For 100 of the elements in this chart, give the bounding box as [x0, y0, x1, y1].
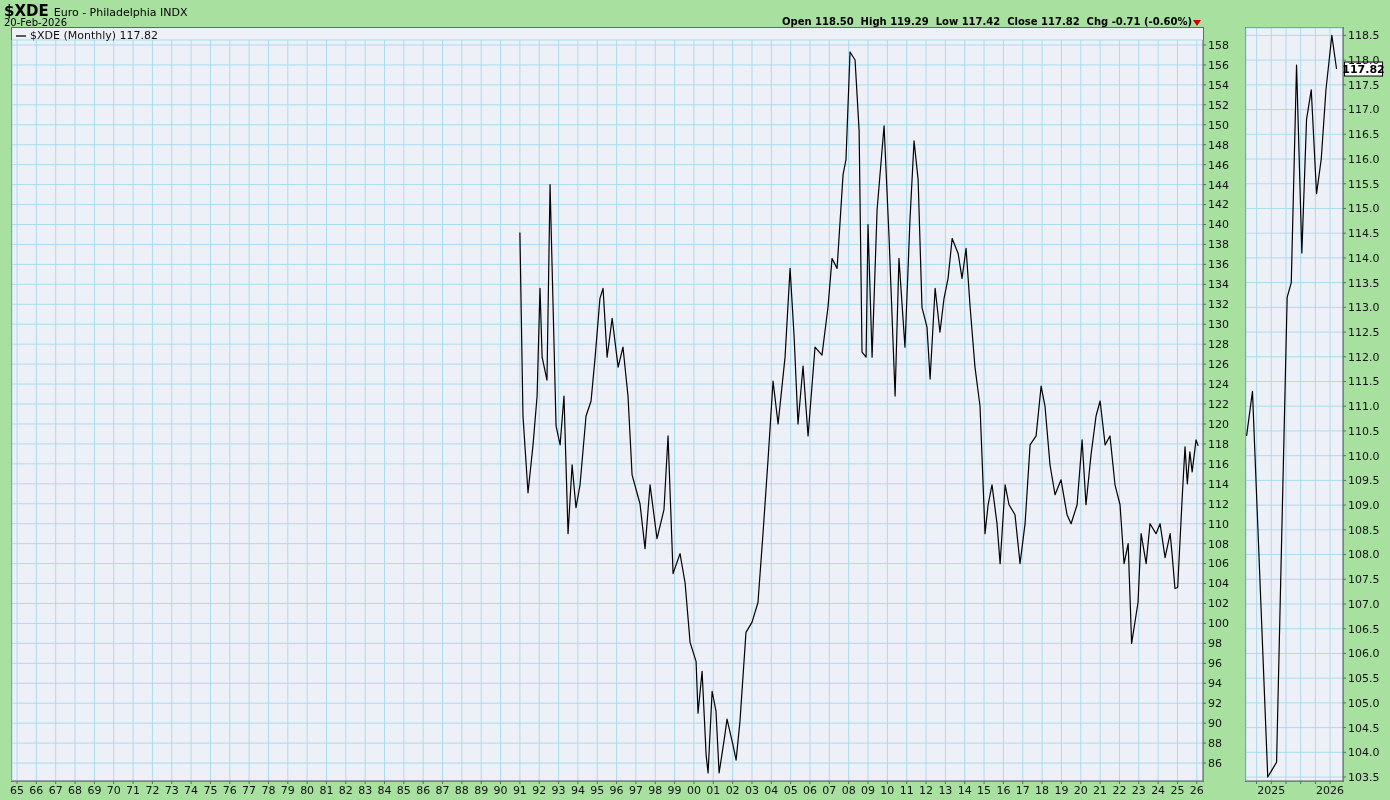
x-tick-label: 04	[764, 783, 779, 797]
x-tick-label: 06	[803, 783, 817, 797]
x-tick-label: 85	[396, 783, 411, 797]
x-tick-label: 18	[1035, 783, 1050, 797]
x-tick-label: 2025	[1257, 783, 1286, 797]
y-tick-label: 116.0	[1348, 152, 1380, 166]
x-tick-label: 87	[435, 783, 450, 797]
y-tick-label: 110	[1208, 517, 1229, 531]
y-tick-label: 92	[1208, 697, 1222, 711]
x-tick-label: 10	[880, 783, 895, 797]
y-tick-label: 102	[1208, 597, 1229, 611]
y-tick-label: 128	[1208, 338, 1229, 352]
x-tick-label: 66	[29, 783, 44, 797]
y-tick-label: 86	[1208, 756, 1222, 770]
y-tick-label: 114	[1208, 477, 1229, 491]
x-tick-label: 16	[996, 783, 1011, 797]
y-tick-label: 152	[1208, 98, 1229, 112]
x-tick-label: 94	[570, 783, 585, 797]
x-tick-label: 69	[87, 783, 102, 797]
y-tick-label: 103.5	[1348, 770, 1380, 784]
y-tick-label: 106.5	[1348, 622, 1380, 636]
x-tick-label: 02	[725, 783, 740, 797]
x-tick-label: 93	[551, 783, 566, 797]
y-tick-label: 115.5	[1348, 177, 1380, 191]
x-tick-label: 78	[261, 783, 276, 797]
x-tick-label: 84	[377, 783, 392, 797]
y-tick-label: 110.0	[1348, 449, 1380, 463]
y-tick-label: 100	[1208, 617, 1229, 631]
y-tick-label: 107.0	[1348, 597, 1380, 611]
y-tick-label: 96	[1208, 657, 1222, 671]
y-tick-label: 140	[1208, 218, 1229, 232]
y-tick-label: 132	[1208, 298, 1229, 312]
y-tick-label: 146	[1208, 158, 1229, 172]
x-tick-label: 70	[106, 783, 121, 797]
x-tick-label: 91	[512, 783, 527, 797]
x-tick-label: 95	[590, 783, 605, 797]
y-tick-label: 150	[1208, 118, 1229, 132]
x-tick-label: 25	[1170, 783, 1185, 797]
x-tick-label: 01	[706, 783, 721, 797]
y-tick-label: 120	[1208, 417, 1229, 431]
y-tick-label: 114.5	[1348, 227, 1380, 241]
x-tick-label: 83	[358, 783, 373, 797]
y-tick-label: 106	[1208, 557, 1229, 571]
y-tick-label: 117.0	[1348, 103, 1380, 117]
chart-title: $XDE	[4, 2, 49, 20]
text: Open 118.50 High 119.29 Low 117.42 Close 117.82 Chg -0.71 (-0.60%)	[781, 16, 1192, 27]
x-tick-label: 15	[977, 783, 992, 797]
y-tick-label: 90	[1208, 717, 1222, 731]
y-tick-label: 148	[1208, 138, 1229, 152]
x-tick-label: 2026	[1316, 783, 1345, 797]
x-tick-label: 13	[938, 783, 953, 797]
y-tick-label: 156	[1208, 58, 1229, 72]
y-tick-label: 126	[1208, 358, 1229, 372]
y-tick-label: 111.5	[1348, 375, 1380, 389]
y-tick-label: 88	[1208, 737, 1222, 751]
y-tick-label: 108	[1208, 537, 1229, 551]
x-tick-label: 74	[184, 783, 199, 797]
y-tick-label: 106.0	[1348, 647, 1380, 661]
x-tick-label: 80	[300, 783, 315, 797]
y-tick-label: 94	[1208, 677, 1222, 691]
x-tick-label: 20	[1073, 783, 1088, 797]
x-tick-label: 75	[203, 783, 218, 797]
y-tick-label: 130	[1208, 318, 1229, 332]
x-tick-label: 00	[686, 783, 701, 797]
x-tick-label: 03	[744, 783, 759, 797]
y-tick-label: 109.5	[1348, 474, 1380, 488]
x-tick-label: 71	[126, 783, 141, 797]
x-tick-label: 79	[280, 783, 295, 797]
y-tick-label: 109.0	[1348, 499, 1380, 513]
line-series	[1246, 34, 1338, 778]
x-tick-label: 81	[319, 783, 334, 797]
y-tick-label: 105.5	[1348, 672, 1380, 686]
x-tick-label: 65	[10, 783, 25, 797]
x-tick-label: 90	[493, 783, 508, 797]
x-tick-label: 73	[164, 783, 179, 797]
y-tick-label: 111.0	[1348, 400, 1380, 414]
x-tick-label: 08	[841, 783, 856, 797]
x-tick-label: 88	[454, 783, 469, 797]
y-tick-label: 118.5	[1348, 29, 1380, 43]
y-tick-label: 144	[1208, 178, 1229, 192]
x-tick-label: 67	[48, 783, 63, 797]
y-tick-label: 122	[1208, 397, 1229, 411]
x-tick-label: 14	[957, 783, 972, 797]
y-tick-label: 112.0	[1348, 350, 1380, 364]
x-tick-label: 97	[628, 783, 643, 797]
x-tick-label: 86	[416, 783, 431, 797]
x-tick-label: 22	[1112, 783, 1127, 797]
x-tick-label: 99	[667, 783, 682, 797]
y-tick-label: 114.0	[1348, 251, 1380, 265]
y-tick-label: 116	[1208, 457, 1229, 471]
x-tick-label: 12	[919, 783, 934, 797]
x-tick-label: 98	[648, 783, 663, 797]
line-series	[519, 51, 1199, 774]
y-tick-label: 113.5	[1348, 276, 1380, 290]
y-tick-label: 98	[1208, 637, 1222, 651]
x-tick-label: 72	[145, 783, 160, 797]
x-tick-label: 96	[609, 783, 624, 797]
y-tick-label: 112.5	[1348, 325, 1380, 339]
x-tick-label: 76	[222, 783, 237, 797]
y-tick-label: 118	[1208, 437, 1229, 451]
